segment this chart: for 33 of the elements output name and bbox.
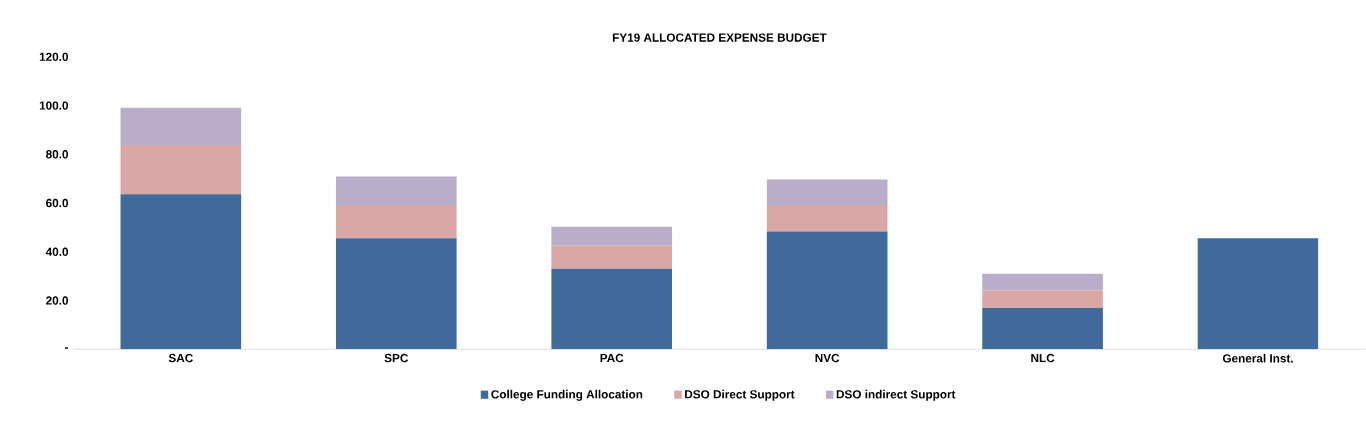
- y-tick-label: 100.0: [39, 101, 69, 110]
- bar: [766, 231, 888, 350]
- y-tick-label: -: [65, 347, 69, 349]
- x-tick-label: SPC: [384, 353, 409, 363]
- bar: [120, 194, 242, 350]
- x-tick-label: PAC: [600, 353, 624, 363]
- y-tick-label: 40.0: [45, 247, 69, 256]
- bar: [1197, 238, 1319, 350]
- bar: [335, 238, 457, 350]
- bar: [551, 226, 673, 246]
- bar: [982, 290, 1103, 309]
- x-tick-label: NVC: [815, 353, 840, 363]
- y-tick-label: 120.0: [39, 52, 69, 61]
- chart-title: FY19 ALLOCATED EXPENSE BUDGET: [612, 33, 827, 42]
- bar: [551, 268, 673, 350]
- y-tick-label: 60.0: [46, 198, 69, 208]
- bar: [551, 245, 673, 269]
- bar: [982, 273, 1103, 291]
- bar: [120, 144, 242, 195]
- bar: [335, 176, 457, 205]
- legend-label: DSO Direct Support: [685, 389, 795, 401]
- bar: [766, 204, 888, 232]
- bar: [120, 107, 242, 145]
- y-tick-label: 80.0: [46, 150, 69, 159]
- x-tick-label: SAC: [168, 353, 193, 363]
- legend-label: College Funding Allocation: [491, 389, 643, 401]
- bar: [335, 204, 457, 239]
- legend-label: DSO indirect Support: [836, 389, 956, 401]
- x-tick-label: General Inst.: [1222, 353, 1293, 363]
- bar: [982, 308, 1103, 350]
- y-tick-label: 20.0: [46, 296, 69, 305]
- x-tick-label: NLC: [1031, 353, 1055, 363]
- bar: [766, 179, 888, 205]
